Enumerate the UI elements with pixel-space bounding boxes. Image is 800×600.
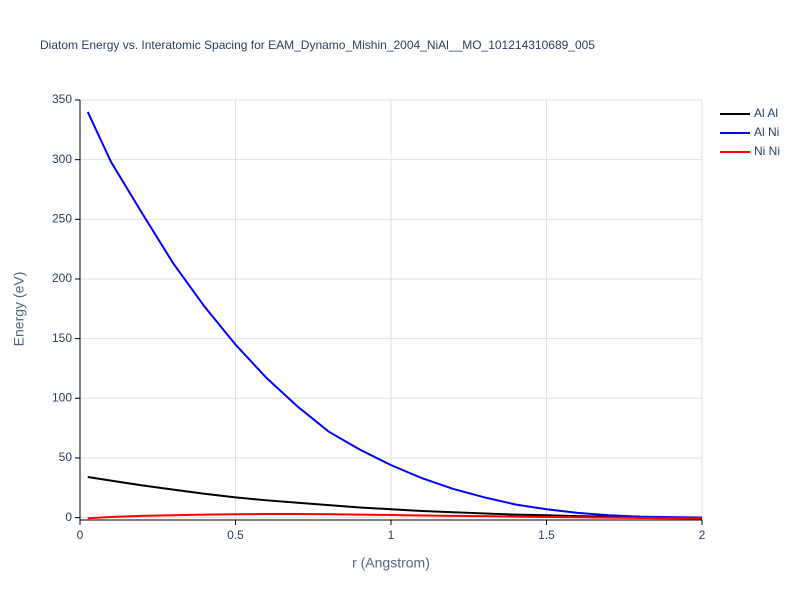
legend-label: Al Ni [754,125,779,139]
chart-title: Diatom Energy vs. Interatomic Spacing fo… [40,38,595,52]
y-tick-label: 100 [52,390,72,404]
y-tick-label: 150 [52,331,72,345]
y-tick-label: 50 [59,450,73,464]
y-tick-label: 350 [52,92,72,106]
x-tick-label: 2 [699,528,706,542]
y-tick-label: 0 [65,510,72,524]
x-axis-title: r (Angstrom) [352,555,430,571]
y-tick-label: 300 [52,152,72,166]
line-series [87,513,703,520]
x-tick-label: 1 [388,528,395,542]
legend-label: Ni Ni [754,144,780,158]
line-series [86,111,703,519]
x-tick-label: 0.5 [227,528,244,542]
line-series [87,476,703,519]
y-axis-title: Energy (eV) [11,272,27,347]
x-tick-label: 1.5 [538,528,555,542]
y-tick-label: 200 [52,271,72,285]
y-tick-label: 250 [52,211,72,225]
legend-label: Al Al [754,106,778,120]
x-tick-label: 0 [77,528,84,542]
